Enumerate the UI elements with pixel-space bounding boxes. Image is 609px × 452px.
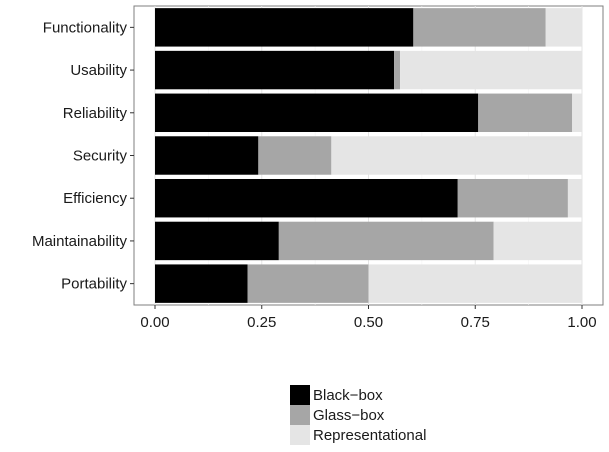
y-tick-label: Efficiency (63, 190, 127, 207)
y-tick-label: Usability (70, 62, 127, 79)
bar-black-box (155, 50, 395, 90)
legend-label: Representational (313, 427, 426, 444)
legend-key (290, 385, 310, 405)
x-tick-label: 0.00 (140, 314, 169, 331)
y-tick-label: Functionality (43, 19, 128, 36)
legend-label: Glass−box (313, 407, 385, 424)
bar-representational (400, 50, 582, 90)
y-tick-label: Portability (61, 276, 127, 293)
legend-label: Black−box (313, 387, 383, 404)
y-tick-label: Reliability (63, 105, 128, 122)
bar-glass-box (457, 178, 568, 218)
bar-glass-box (478, 93, 573, 133)
bar-glass-box (247, 264, 369, 303)
x-tick-label: 0.75 (461, 314, 490, 331)
bar-representational (331, 136, 582, 175)
legend-key (290, 405, 310, 425)
bar-glass-box (394, 50, 401, 90)
x-tick-label: 1.00 (567, 314, 596, 331)
bar-black-box (155, 221, 279, 261)
bar-representational (572, 93, 582, 133)
bar-black-box (155, 8, 414, 47)
legend-key (290, 425, 310, 445)
bar-glass-box (413, 8, 546, 47)
x-tick-label: 0.50 (354, 314, 383, 331)
y-tick-label: Maintainability (32, 233, 128, 250)
bar-glass-box (278, 221, 494, 261)
bar-representational (545, 8, 582, 47)
bar-black-box (155, 136, 259, 175)
bar-black-box (155, 178, 458, 218)
x-tick-label: 0.25 (247, 314, 276, 331)
bar-glass-box (258, 136, 332, 175)
y-tick-label: Security (73, 148, 128, 165)
bar-representational (368, 264, 582, 303)
bar-black-box (155, 264, 248, 303)
bar-representational (493, 221, 582, 261)
bar-representational (567, 178, 582, 218)
bar-black-box (155, 93, 479, 133)
